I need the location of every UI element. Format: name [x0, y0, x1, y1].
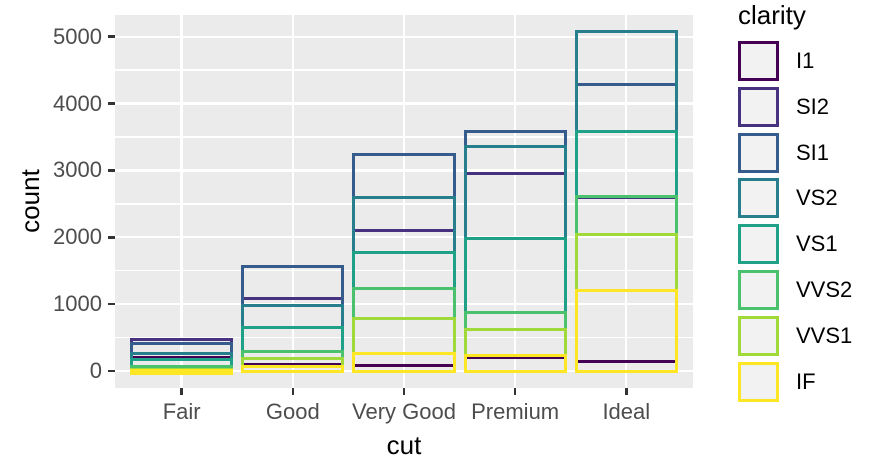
legend-label-vs2: VS2: [796, 185, 838, 211]
legend-key-vs1: [738, 224, 779, 265]
x-axis-tick: [291, 388, 295, 395]
gridline-major-vertical: [180, 15, 183, 388]
legend: clarity I1 SI2 SI1 VS2 VS1 VVS2 VVS1 IF: [737, 0, 884, 420]
x-tick-label: Very Good: [352, 399, 456, 424]
bar-outline-if-good: [241, 364, 345, 373]
y-tick-label: 2000: [53, 224, 102, 250]
x-tick-label: Ideal: [602, 399, 651, 424]
x-axis-title: cut: [386, 430, 422, 460]
bar-outline-if-fair: [130, 368, 234, 375]
bar-outline-if-premium: [463, 354, 567, 373]
legend-label-i1: I1: [796, 47, 815, 73]
legend-key-vvs1: [738, 316, 779, 357]
legend-title: clarity: [738, 0, 806, 30]
y-tick-label: 3000: [53, 157, 102, 183]
gridline-major-vertical: [625, 15, 628, 388]
legend-label-if: IF: [796, 369, 816, 394]
x-axis-tick: [180, 388, 183, 395]
x-tick-label: Good: [265, 399, 320, 424]
legend-label-si1: SI1: [796, 139, 830, 165]
legend-key-vs2: [738, 178, 779, 219]
y-axis-tick: [108, 236, 115, 239]
legend-key-if: [738, 362, 779, 402]
y-axis-tick: [108, 169, 115, 172]
y-axis-tick: [108, 369, 115, 373]
legend-label-vvs2: VVS2: [796, 277, 853, 303]
legend-label-vvs1: VVS1: [796, 323, 853, 349]
y-tick-label: 4000: [53, 90, 102, 116]
plot-panel: [115, 15, 693, 388]
legend-key-si1: [738, 132, 779, 173]
legend-key-i1: [738, 40, 779, 81]
bar-outline-if-ideal: [574, 288, 678, 373]
y-axis-tick: [108, 35, 115, 38]
legend-label-vs1: VS1: [796, 231, 838, 257]
legend-label-si2: SI2: [796, 93, 830, 119]
x-axis-tick: [402, 388, 406, 395]
gridline-major-vertical: [402, 15, 406, 388]
x-tick-label: Premium: [471, 399, 560, 424]
legend-key-vvs2: [738, 270, 779, 311]
y-axis-tick: [108, 302, 115, 306]
x-tick-label: Fair: [162, 399, 201, 424]
y-tick-label: 1000: [53, 291, 102, 317]
y-tick-label: 0: [89, 358, 102, 384]
x-axis-tick: [513, 388, 517, 395]
gridline-major-vertical: [291, 15, 295, 388]
y-tick-label: 5000: [53, 23, 102, 49]
y-axis-title: count: [15, 169, 45, 233]
bar-outline-if-very-good: [352, 351, 456, 373]
y-axis-tick: [108, 102, 115, 105]
gridline-major-vertical: [513, 15, 517, 388]
legend-key-si2: [738, 86, 779, 127]
x-axis-tick: [625, 388, 628, 395]
